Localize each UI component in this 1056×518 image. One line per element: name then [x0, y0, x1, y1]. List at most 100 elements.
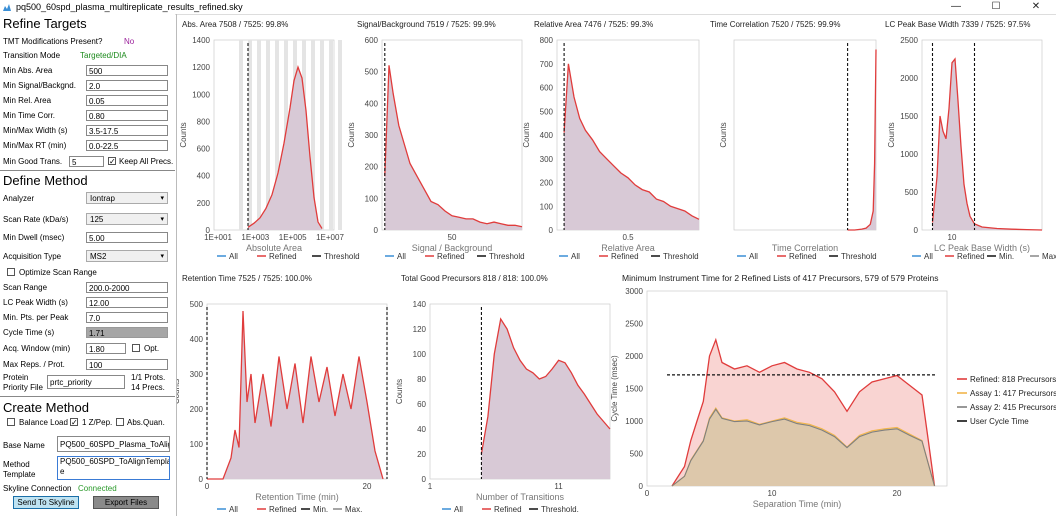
- section-divider: [0, 396, 175, 397]
- z-per-pep-checkbox[interactable]: ✓: [70, 418, 78, 427]
- y-tick-label: 800: [197, 117, 211, 126]
- balance-load-checkbox[interactable]: [7, 418, 15, 426]
- width-range-input[interactable]: 3.5-17.5: [86, 125, 168, 136]
- min-rel-area-input[interactable]: 0.05: [86, 95, 168, 106]
- chart-2: Signal/Background 7519 / 7525: 99.9% 0 100…: [347, 20, 525, 261]
- rt-range-input[interactable]: 0.0-22.5: [86, 140, 168, 151]
- scan-rate-value: 125: [90, 215, 104, 224]
- y-tick-label: 2500: [625, 320, 643, 329]
- app-icon: [3, 4, 11, 11]
- send-to-skyline-button[interactable]: Send To Skyline: [13, 496, 79, 509]
- legend-label: All: [749, 252, 758, 261]
- acq-type-label: Acquisition Type: [3, 252, 62, 261]
- x-axis-label: Relative Area: [601, 243, 655, 253]
- y-tick-label: 0: [549, 226, 554, 235]
- y-tick-label: 300: [540, 155, 554, 164]
- x-axis-label: Retention Time (min): [255, 492, 339, 502]
- x-tick-label: 1E+007: [316, 233, 344, 242]
- histogram-bar-all: [248, 40, 252, 230]
- scan-range-label: Scan Range: [3, 283, 48, 292]
- chart-title: Minimum Instrument Time for 2 Refined Li…: [622, 273, 939, 283]
- assay1-series-fill: [672, 408, 935, 486]
- acq-window-input[interactable]: 1.80: [86, 343, 126, 354]
- chevron-down-icon: ▾: [160, 195, 164, 202]
- chart-title: Retention Time 7525 / 7525: 100.0%: [182, 274, 312, 283]
- y-tick-label: 40: [417, 425, 426, 434]
- optimize-scan-checkbox[interactable]: [7, 268, 15, 276]
- close-button[interactable]: ✕: [1031, 1, 1041, 12]
- template-line-1: PQ500_60SPD_ToAlignTemplat: [60, 457, 170, 466]
- chart-5: LC Peak Base Width 7339 / 7525: 97.5% 0 50…: [885, 20, 1056, 261]
- min-good-trans-input[interactable]: 5: [69, 156, 104, 167]
- max-reps-label: Max Reps. / Prot.: [3, 360, 65, 369]
- opt-label: Opt.: [144, 344, 160, 353]
- minimize-button[interactable]: —: [951, 1, 961, 12]
- chart-title: Time Correlation 7520 / 7525: 99.9%: [710, 20, 840, 29]
- priority-file-input[interactable]: prtc_priority: [47, 375, 125, 389]
- legend-label: User Cycle Time: [970, 417, 1029, 426]
- plot-area: [733, 39, 877, 231]
- legend-label: Threshold: [324, 252, 360, 261]
- y-axis-label: Counts: [347, 122, 356, 147]
- legend-label: All: [924, 252, 933, 261]
- scan-rate-select[interactable]: 125 ▾: [86, 213, 168, 225]
- y-tick-label: 600: [365, 36, 379, 45]
- mode-value: Targeted/DIA: [80, 51, 127, 60]
- chevron-down-icon: ▾: [160, 253, 164, 260]
- y-tick-label: 1000: [900, 150, 918, 159]
- chevron-down-icon: ▾: [160, 216, 164, 223]
- maximize-button[interactable]: ☐: [991, 1, 1001, 12]
- legend-label: All: [454, 505, 463, 514]
- base-name-input[interactable]: PQ500_60SPD_Plasma_ToAlign: [57, 436, 170, 452]
- x-tick-label: 0.5: [622, 233, 634, 242]
- lc-width-input[interactable]: 12.00: [86, 297, 168, 308]
- min-pts-input[interactable]: 7.0: [86, 312, 168, 323]
- y-axis-label: Counts: [522, 122, 531, 147]
- acq-type-select[interactable]: MS2 ▾: [86, 250, 168, 262]
- abs-quan-checkbox[interactable]: [116, 418, 124, 426]
- histogram-bar-all: [329, 40, 333, 230]
- min-abs-area-input[interactable]: 500: [86, 65, 168, 76]
- refined-area: [384, 65, 522, 230]
- y-tick-label: 100: [190, 440, 204, 449]
- histogram-bar-all: [320, 40, 324, 230]
- min-good-trans-label: Min Good Trans.: [3, 157, 63, 166]
- legend-label: Threshold: [489, 252, 525, 261]
- histogram-bar-all: [338, 40, 342, 230]
- template-input[interactable]: PQ500_60SPD_ToAlignTemplat e: [57, 456, 170, 480]
- legend-label: Refined: [957, 252, 985, 261]
- min-signal-input[interactable]: 2.0: [86, 80, 168, 91]
- balance-load-label: Balance Load: [19, 418, 68, 427]
- export-files-button[interactable]: Export Files: [93, 496, 159, 509]
- keep-all-checkbox[interactable]: ✓: [108, 157, 116, 166]
- max-reps-input[interactable]: 100: [86, 359, 168, 370]
- histogram-bar-all: [275, 40, 279, 230]
- refined-line: [847, 49, 877, 231]
- chart-3: Relative Area 7476 / 7525: 99.3% 0 100 200 3…: [522, 20, 700, 261]
- chart-title: LC Peak Base Width 7339 / 7525: 97.5%: [885, 20, 1030, 29]
- legend-label: Refined: [789, 252, 817, 261]
- charts-area: Abs. Area 7508 / 7525: 99.8% 0 200 400 600 80…: [172, 14, 1056, 516]
- mode-label: Transition Mode: [3, 51, 61, 60]
- keep-all-label: Keep All Precs.: [119, 157, 174, 166]
- legend-label: Refined: [494, 505, 522, 514]
- y-tick-label: 400: [365, 99, 379, 108]
- x-tick-label: 20: [363, 482, 372, 491]
- min-dwell-input[interactable]: 5.00: [86, 232, 168, 243]
- analyzer-value: Iontrap: [90, 194, 115, 203]
- min-time-corr-input[interactable]: 0.80: [86, 110, 168, 121]
- y-tick-label: 120: [413, 325, 427, 334]
- analyzer-select[interactable]: Iontrap ▾: [86, 192, 168, 204]
- opt-checkbox[interactable]: [132, 344, 140, 352]
- chart-title: Signal/Background 7519 / 7525: 99.9%: [357, 20, 496, 29]
- x-tick-label: 20: [893, 489, 902, 498]
- scan-range-input[interactable]: 200.0-2000: [86, 282, 168, 293]
- acq-type-value: MS2: [90, 252, 107, 261]
- acq-window-label: Acq. Window (min): [3, 344, 71, 353]
- x-tick-label: 10: [948, 233, 957, 242]
- x-tick-label: 1E+005: [279, 233, 307, 242]
- x-tick-label: 1: [428, 482, 433, 491]
- charts-canvas: Abs. Area 7508 / 7525: 99.8%020040060080…: [172, 20, 1056, 514]
- y-axis-label: Counts: [179, 122, 188, 147]
- y-tick-label: 100: [365, 194, 379, 203]
